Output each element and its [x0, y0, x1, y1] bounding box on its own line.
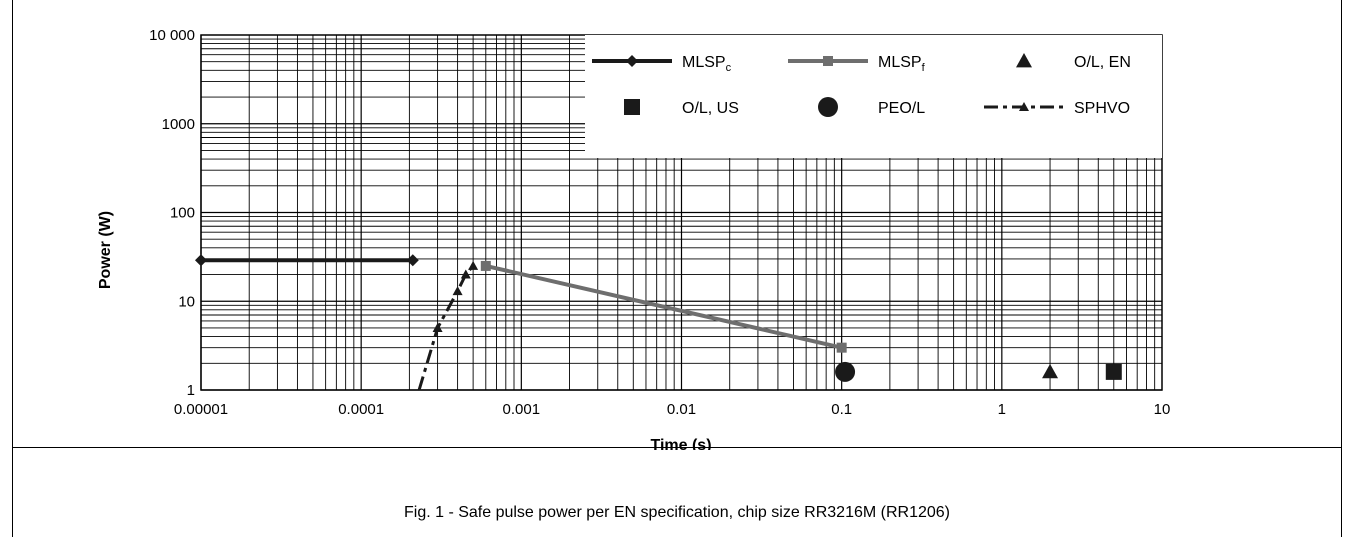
legend-label-text: O/L, US — [682, 100, 739, 117]
x-tick-label: 10 — [1154, 401, 1171, 418]
chart: 0.00001 0.0001 0.001 0.01 0.1 1 10 11010010001… — [97, 27, 1170, 450]
figure-frame — [12, 0, 1342, 537]
y-tick-label: 1000 — [162, 116, 195, 133]
point-sphvo — [432, 322, 443, 332]
legend-label-text: MLSP — [682, 54, 726, 71]
x-axis-ticks: 0.00001 0.0001 0.001 0.01 0.1 1 10 — [174, 401, 1170, 418]
x-tick-label: 0.001 — [503, 401, 541, 418]
series-peol — [835, 361, 856, 382]
series-olen — [1042, 363, 1059, 379]
point-peol — [835, 361, 856, 382]
legend-item-mlspc: MLSPc — [592, 54, 732, 74]
legend-box — [585, 35, 1162, 158]
legend-item-sphvo: SPHVO — [984, 100, 1130, 117]
y-tick-label: 10 000 — [149, 27, 195, 44]
y-axis-ticks: 1 10 100 1000 10 000 — [149, 27, 195, 399]
legend: MLSPc MLSPf O/L, ENO/L, US PEO/L SPHVO — [585, 35, 1162, 158]
legend-label-subscript: f — [922, 62, 926, 74]
x-tick-label: 0.0001 — [338, 401, 384, 418]
legend-label-sphvo: SPHVO — [1074, 100, 1130, 117]
legend-item-olus: O/L, US — [624, 99, 739, 117]
point-olen — [1042, 363, 1059, 379]
y-tick-label: 100 — [170, 205, 195, 222]
legend-item-mlspf: MLSPf — [788, 54, 926, 74]
legend-item-peol: PEO/L — [818, 97, 925, 117]
point-mlspf — [480, 260, 491, 271]
series-line-mlspf — [485, 263, 843, 350]
legend-label-text: O/L, EN — [1074, 54, 1131, 71]
point-mlspf — [836, 342, 847, 353]
point-sphvo — [452, 286, 463, 296]
y-tick-label: 10 — [178, 293, 195, 310]
x-tick-label: 0.00001 — [174, 401, 228, 418]
figure-caption: Fig. 1 - Safe pulse power per EN specifi… — [403, 504, 951, 521]
series-mlspc — [195, 254, 419, 267]
legend-marker-peol — [818, 97, 838, 117]
figure-divider — [12, 447, 1342, 448]
legend-label-olus: O/L, US — [682, 100, 739, 117]
legend-marker-sphvo — [1019, 102, 1029, 111]
legend-label-text: PEO/L — [878, 100, 925, 117]
legend-label-subscript: c — [726, 62, 732, 74]
legend-label-peol: PEO/L — [878, 100, 925, 117]
point-sphvo — [468, 260, 479, 270]
legend-marker-olus — [624, 99, 640, 115]
legend-label-text: SPHVO — [1074, 100, 1130, 117]
legend-marker-olen — [1016, 53, 1032, 68]
series-mlspf — [480, 260, 847, 353]
point-mlspc — [195, 254, 207, 267]
legend-label-mlspf: MLSPf — [878, 54, 926, 74]
x-tick-label: 1 — [998, 401, 1006, 418]
y-axis-label: Power (W) — [97, 211, 114, 289]
x-axis-label: Time (s) — [650, 437, 711, 450]
point-olus — [1105, 363, 1122, 380]
x-tick-label: 0.01 — [667, 401, 696, 418]
x-tick-label: 0.1 — [831, 401, 852, 418]
series — [195, 254, 1122, 391]
legend-marker-mlspf — [823, 56, 833, 66]
series-sphvo — [417, 260, 479, 391]
series-olus — [1105, 363, 1122, 380]
legend-label-mlspc: MLSPc — [682, 54, 732, 74]
point-sphvo — [460, 269, 471, 279]
legend-label-text: MLSP — [878, 54, 922, 71]
y-tick-label: 1 — [187, 382, 195, 399]
point-mlspc — [406, 254, 419, 267]
legend-label-olen: O/L, EN — [1074, 54, 1131, 71]
legend-marker-mlspc — [626, 55, 638, 67]
legend-item-olen: O/L, EN — [1016, 53, 1131, 71]
